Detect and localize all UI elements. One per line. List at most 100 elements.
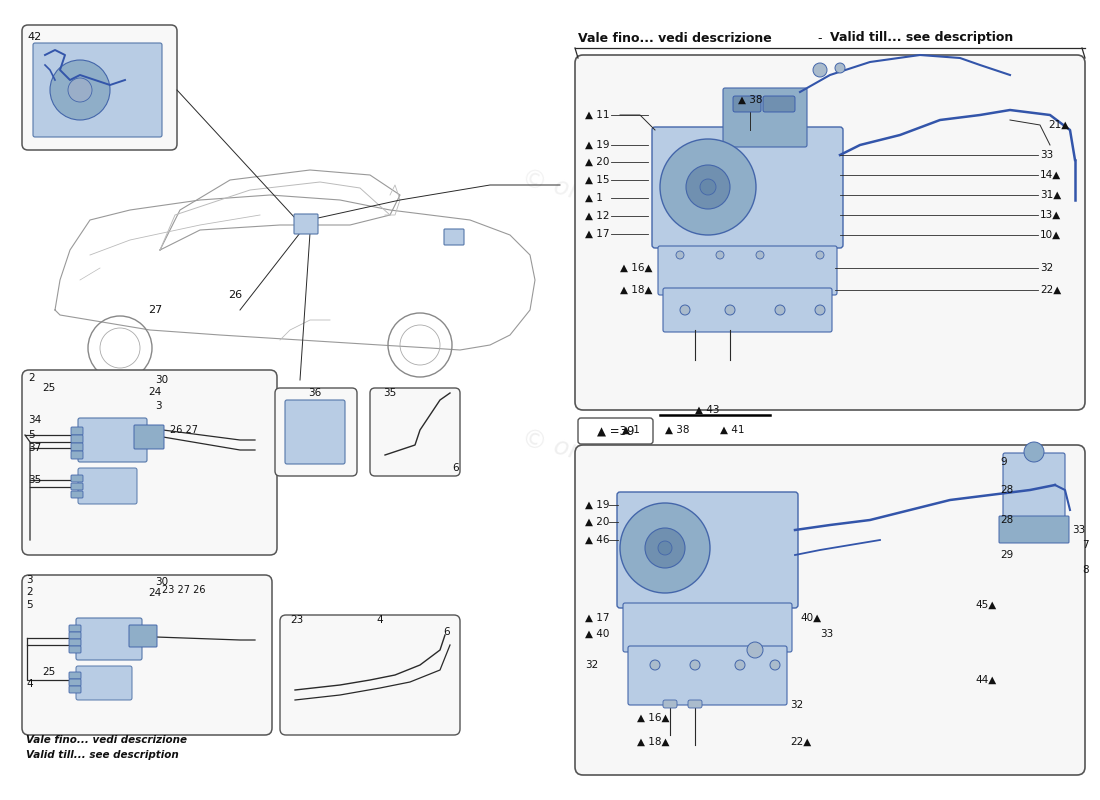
Circle shape — [658, 541, 672, 555]
FancyBboxPatch shape — [72, 435, 82, 443]
FancyBboxPatch shape — [69, 646, 81, 653]
Text: 21▲: 21▲ — [1048, 120, 1069, 130]
Text: 26 27: 26 27 — [170, 425, 198, 435]
FancyBboxPatch shape — [78, 468, 138, 504]
Text: 25: 25 — [42, 383, 55, 393]
Text: © online-automotive-gear: © online-automotive-gear — [519, 166, 842, 274]
Circle shape — [1024, 442, 1044, 462]
Text: 32: 32 — [1040, 263, 1054, 273]
FancyBboxPatch shape — [275, 388, 358, 476]
Text: ▲ 16▲: ▲ 16▲ — [637, 713, 670, 723]
FancyBboxPatch shape — [76, 666, 132, 700]
Text: 36: 36 — [308, 388, 321, 398]
Text: ▲ 46: ▲ 46 — [585, 535, 609, 545]
Text: 3: 3 — [26, 575, 33, 585]
FancyBboxPatch shape — [69, 672, 81, 679]
Circle shape — [660, 139, 756, 235]
FancyBboxPatch shape — [69, 679, 81, 686]
Text: 22▲: 22▲ — [1040, 285, 1062, 295]
Text: ▲ 18▲: ▲ 18▲ — [637, 737, 670, 747]
FancyBboxPatch shape — [663, 288, 832, 332]
FancyBboxPatch shape — [22, 575, 272, 735]
Circle shape — [747, 642, 763, 658]
Text: 10▲: 10▲ — [1040, 230, 1062, 240]
Text: ▲ 38: ▲ 38 — [666, 425, 690, 435]
Text: Valid till... see description: Valid till... see description — [830, 31, 1013, 45]
Text: 30: 30 — [155, 577, 168, 587]
Text: 26: 26 — [228, 290, 242, 300]
Circle shape — [813, 63, 827, 77]
Text: 33: 33 — [820, 629, 834, 639]
Text: 8: 8 — [1082, 565, 1089, 575]
FancyBboxPatch shape — [69, 639, 81, 646]
FancyBboxPatch shape — [617, 492, 798, 608]
Text: 32: 32 — [790, 700, 803, 710]
Text: 25: 25 — [42, 667, 55, 677]
FancyBboxPatch shape — [22, 370, 277, 555]
Circle shape — [690, 660, 700, 670]
Text: 7: 7 — [1082, 540, 1089, 550]
Text: 44▲: 44▲ — [975, 675, 997, 685]
Text: 4: 4 — [376, 615, 383, 625]
FancyBboxPatch shape — [22, 25, 177, 150]
FancyBboxPatch shape — [723, 88, 807, 147]
Text: ▲ 17: ▲ 17 — [585, 613, 609, 623]
Text: 34: 34 — [28, 415, 42, 425]
FancyBboxPatch shape — [444, 229, 464, 245]
Text: ▲ 1: ▲ 1 — [585, 193, 603, 203]
Circle shape — [725, 305, 735, 315]
Text: 24: 24 — [148, 387, 162, 397]
Circle shape — [816, 251, 824, 259]
Circle shape — [680, 305, 690, 315]
Text: 4: 4 — [26, 679, 33, 689]
FancyBboxPatch shape — [575, 55, 1085, 410]
FancyBboxPatch shape — [72, 427, 82, 435]
Circle shape — [50, 60, 110, 120]
Text: Vale fino... vedi descrizione: Vale fino... vedi descrizione — [26, 735, 187, 745]
Text: 33: 33 — [1072, 525, 1086, 535]
Circle shape — [68, 78, 92, 102]
Text: ▲ 16▲: ▲ 16▲ — [620, 263, 652, 273]
FancyBboxPatch shape — [69, 632, 81, 639]
Text: 6: 6 — [443, 627, 450, 637]
FancyBboxPatch shape — [72, 491, 82, 498]
Circle shape — [815, 305, 825, 315]
Text: 30: 30 — [155, 375, 168, 385]
Text: Valid till... see description: Valid till... see description — [26, 750, 178, 760]
Text: 42: 42 — [28, 32, 42, 42]
Circle shape — [686, 165, 730, 209]
FancyBboxPatch shape — [76, 618, 142, 660]
Text: ▲ 20: ▲ 20 — [585, 517, 609, 527]
Text: ▲ 11: ▲ 11 — [585, 110, 609, 120]
FancyBboxPatch shape — [628, 646, 786, 705]
Text: 28: 28 — [1000, 485, 1013, 495]
FancyBboxPatch shape — [280, 615, 460, 735]
Text: 5: 5 — [28, 430, 34, 440]
Circle shape — [716, 251, 724, 259]
Text: 40▲: 40▲ — [800, 613, 821, 623]
FancyBboxPatch shape — [663, 700, 676, 708]
Text: ▲ 17: ▲ 17 — [585, 229, 609, 239]
FancyBboxPatch shape — [1003, 453, 1065, 522]
Text: 45▲: 45▲ — [975, 600, 997, 610]
Text: 35: 35 — [28, 475, 42, 485]
Text: 35: 35 — [383, 388, 396, 398]
Text: ▲ 20: ▲ 20 — [585, 157, 609, 167]
Text: 2: 2 — [26, 587, 33, 597]
FancyBboxPatch shape — [33, 43, 162, 137]
Text: 29: 29 — [1000, 550, 1013, 560]
Text: 23 27 26: 23 27 26 — [162, 585, 206, 595]
Circle shape — [650, 660, 660, 670]
Text: ▲ 19: ▲ 19 — [585, 140, 609, 150]
Text: ▲ 40: ▲ 40 — [585, 629, 609, 639]
Circle shape — [645, 528, 685, 568]
Text: 23: 23 — [290, 615, 304, 625]
FancyBboxPatch shape — [294, 214, 318, 234]
Text: 24: 24 — [148, 588, 162, 598]
Text: 14▲: 14▲ — [1040, 170, 1062, 180]
FancyBboxPatch shape — [72, 443, 82, 451]
Text: 32: 32 — [585, 660, 598, 670]
Circle shape — [835, 63, 845, 73]
Text: 3: 3 — [155, 401, 162, 411]
Text: ▲ 12: ▲ 12 — [585, 211, 609, 221]
